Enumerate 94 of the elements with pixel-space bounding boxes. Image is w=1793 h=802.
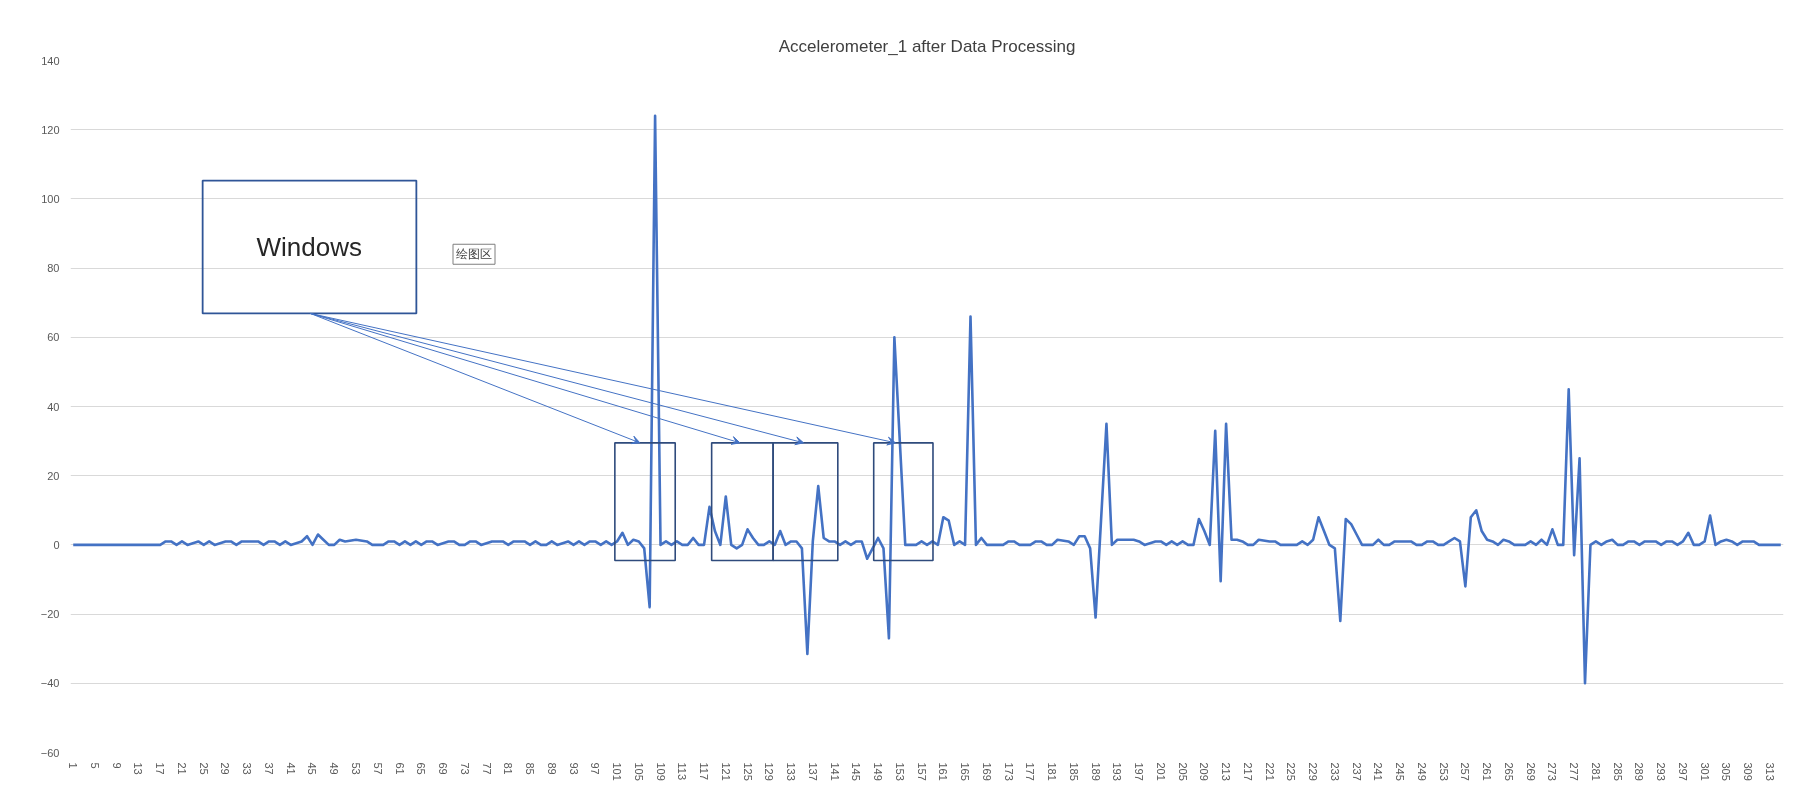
x-tick-label: 45 xyxy=(306,762,319,775)
x-tick-label: 57 xyxy=(371,762,384,775)
x-tick-label: 93 xyxy=(567,762,580,775)
y-tick-label: 60 xyxy=(47,331,60,344)
x-tick-label: 29 xyxy=(219,762,232,775)
x-tick-label: 205 xyxy=(1176,762,1189,781)
x-tick-label: 209 xyxy=(1198,762,1211,781)
x-tick-label: 305 xyxy=(1720,762,1733,781)
x-tick-label: 77 xyxy=(480,762,493,775)
x-tick-label: 269 xyxy=(1524,762,1537,781)
x-tick-label: 97 xyxy=(589,762,602,775)
y-tick-label: −40 xyxy=(40,677,60,690)
x-tick-label: 253 xyxy=(1437,762,1450,781)
x-tick-label: 185 xyxy=(1067,762,1080,781)
x-tick-label: 73 xyxy=(458,762,471,775)
x-tick-label: 153 xyxy=(893,762,906,781)
x-tick-label: 1 xyxy=(67,762,80,769)
y-tick-label: 0 xyxy=(53,538,60,551)
x-tick-label: 145 xyxy=(850,762,863,781)
x-tick-label: 297 xyxy=(1676,762,1689,781)
annotation: Windows xyxy=(256,232,362,263)
x-tick-label: 201 xyxy=(1154,762,1167,781)
y-tick-label: 140 xyxy=(41,54,60,67)
x-tick-label: 13 xyxy=(132,762,145,775)
x-tick-label: 273 xyxy=(1546,762,1559,781)
x-tick-label: 157 xyxy=(915,762,928,781)
x-tick-label: 53 xyxy=(350,762,362,775)
x-tick-label: 141 xyxy=(828,762,841,781)
y-tick-label: 40 xyxy=(47,400,60,413)
x-tick-label: 137 xyxy=(806,762,819,781)
x-tick-label: 21 xyxy=(175,762,188,775)
line-series xyxy=(71,114,1783,685)
x-tick-label: 173 xyxy=(1002,762,1015,781)
x-tick-label: 41 xyxy=(284,762,297,775)
x-tick-label: 169 xyxy=(980,762,993,781)
x-tick-label: 181 xyxy=(1046,762,1059,781)
x-tick-label: 285 xyxy=(1611,762,1624,781)
x-tick-label: 49 xyxy=(328,762,341,775)
x-tick-label: 149 xyxy=(872,762,885,781)
x-tick-label: 165 xyxy=(959,762,972,781)
y-tick-label: 100 xyxy=(41,192,60,205)
x-tick-label: 249 xyxy=(1415,762,1428,781)
x-tick-label: 221 xyxy=(1263,762,1276,781)
x-tick-label: 309 xyxy=(1742,762,1755,781)
x-tick-label: 217 xyxy=(1241,762,1254,781)
x-tick-label: 241 xyxy=(1372,762,1385,781)
x-tick-label: 85 xyxy=(524,762,537,775)
x-tick-label: 161 xyxy=(937,762,950,781)
x-tick-label: 81 xyxy=(502,762,515,775)
x-tick-label: 281 xyxy=(1589,762,1602,781)
x-tick-label: 233 xyxy=(1328,762,1341,781)
x-tick-label: 133 xyxy=(785,762,798,781)
x-tick-label: 89 xyxy=(545,762,558,775)
x-tick-label: 25 xyxy=(197,762,210,775)
x-tick-label: 189 xyxy=(1089,762,1102,781)
annotation: 绘图区 xyxy=(456,247,493,262)
x-tick-label: 293 xyxy=(1655,762,1668,781)
x-tick-label: 109 xyxy=(654,762,667,781)
x-tick-label: 237 xyxy=(1350,762,1363,781)
y-tick-label: 20 xyxy=(47,469,60,482)
x-tick-label: 17 xyxy=(154,762,167,775)
y-tick-label: −60 xyxy=(40,746,60,759)
x-tick-label: 197 xyxy=(1133,762,1146,781)
x-tick-label: 289 xyxy=(1633,762,1646,781)
x-tick-label: 5 xyxy=(88,762,101,769)
x-tick-label: 9 xyxy=(110,762,123,769)
x-tick-label: 229 xyxy=(1307,762,1320,781)
x-tick-label: 101 xyxy=(611,762,624,781)
y-tick-label: −20 xyxy=(40,608,60,621)
chart-title: Accelerometer_1 after Data Processing xyxy=(778,36,1076,56)
x-tick-label: 193 xyxy=(1111,762,1124,781)
x-tick-label: 213 xyxy=(1220,762,1233,781)
x-tick-label: 177 xyxy=(1024,762,1037,781)
x-tick-label: 61 xyxy=(393,762,406,775)
x-tick-label: 277 xyxy=(1568,762,1581,781)
x-tick-label: 245 xyxy=(1394,762,1407,781)
x-tick-label: 105 xyxy=(632,762,645,781)
y-tick-label: 80 xyxy=(47,262,60,275)
x-tick-label: 113 xyxy=(676,762,689,781)
x-tick-label: 121 xyxy=(719,762,732,781)
x-tick-label: 225 xyxy=(1285,762,1298,781)
x-tick-label: 261 xyxy=(1481,762,1494,781)
x-tick-label: 69 xyxy=(437,762,450,775)
x-tick-label: 257 xyxy=(1459,762,1472,781)
x-tick-label: 33 xyxy=(241,762,254,775)
x-tick-label: 117 xyxy=(698,762,711,781)
x-tick-label: 129 xyxy=(763,762,776,781)
x-tick-label: 65 xyxy=(415,762,428,775)
x-tick-label: 125 xyxy=(741,762,754,781)
x-tick-label: 265 xyxy=(1502,762,1515,781)
x-tick-label: 301 xyxy=(1698,762,1711,781)
y-tick-label: 120 xyxy=(41,123,60,136)
x-tick-label: 313 xyxy=(1763,762,1776,781)
x-tick-label: 37 xyxy=(262,762,275,775)
